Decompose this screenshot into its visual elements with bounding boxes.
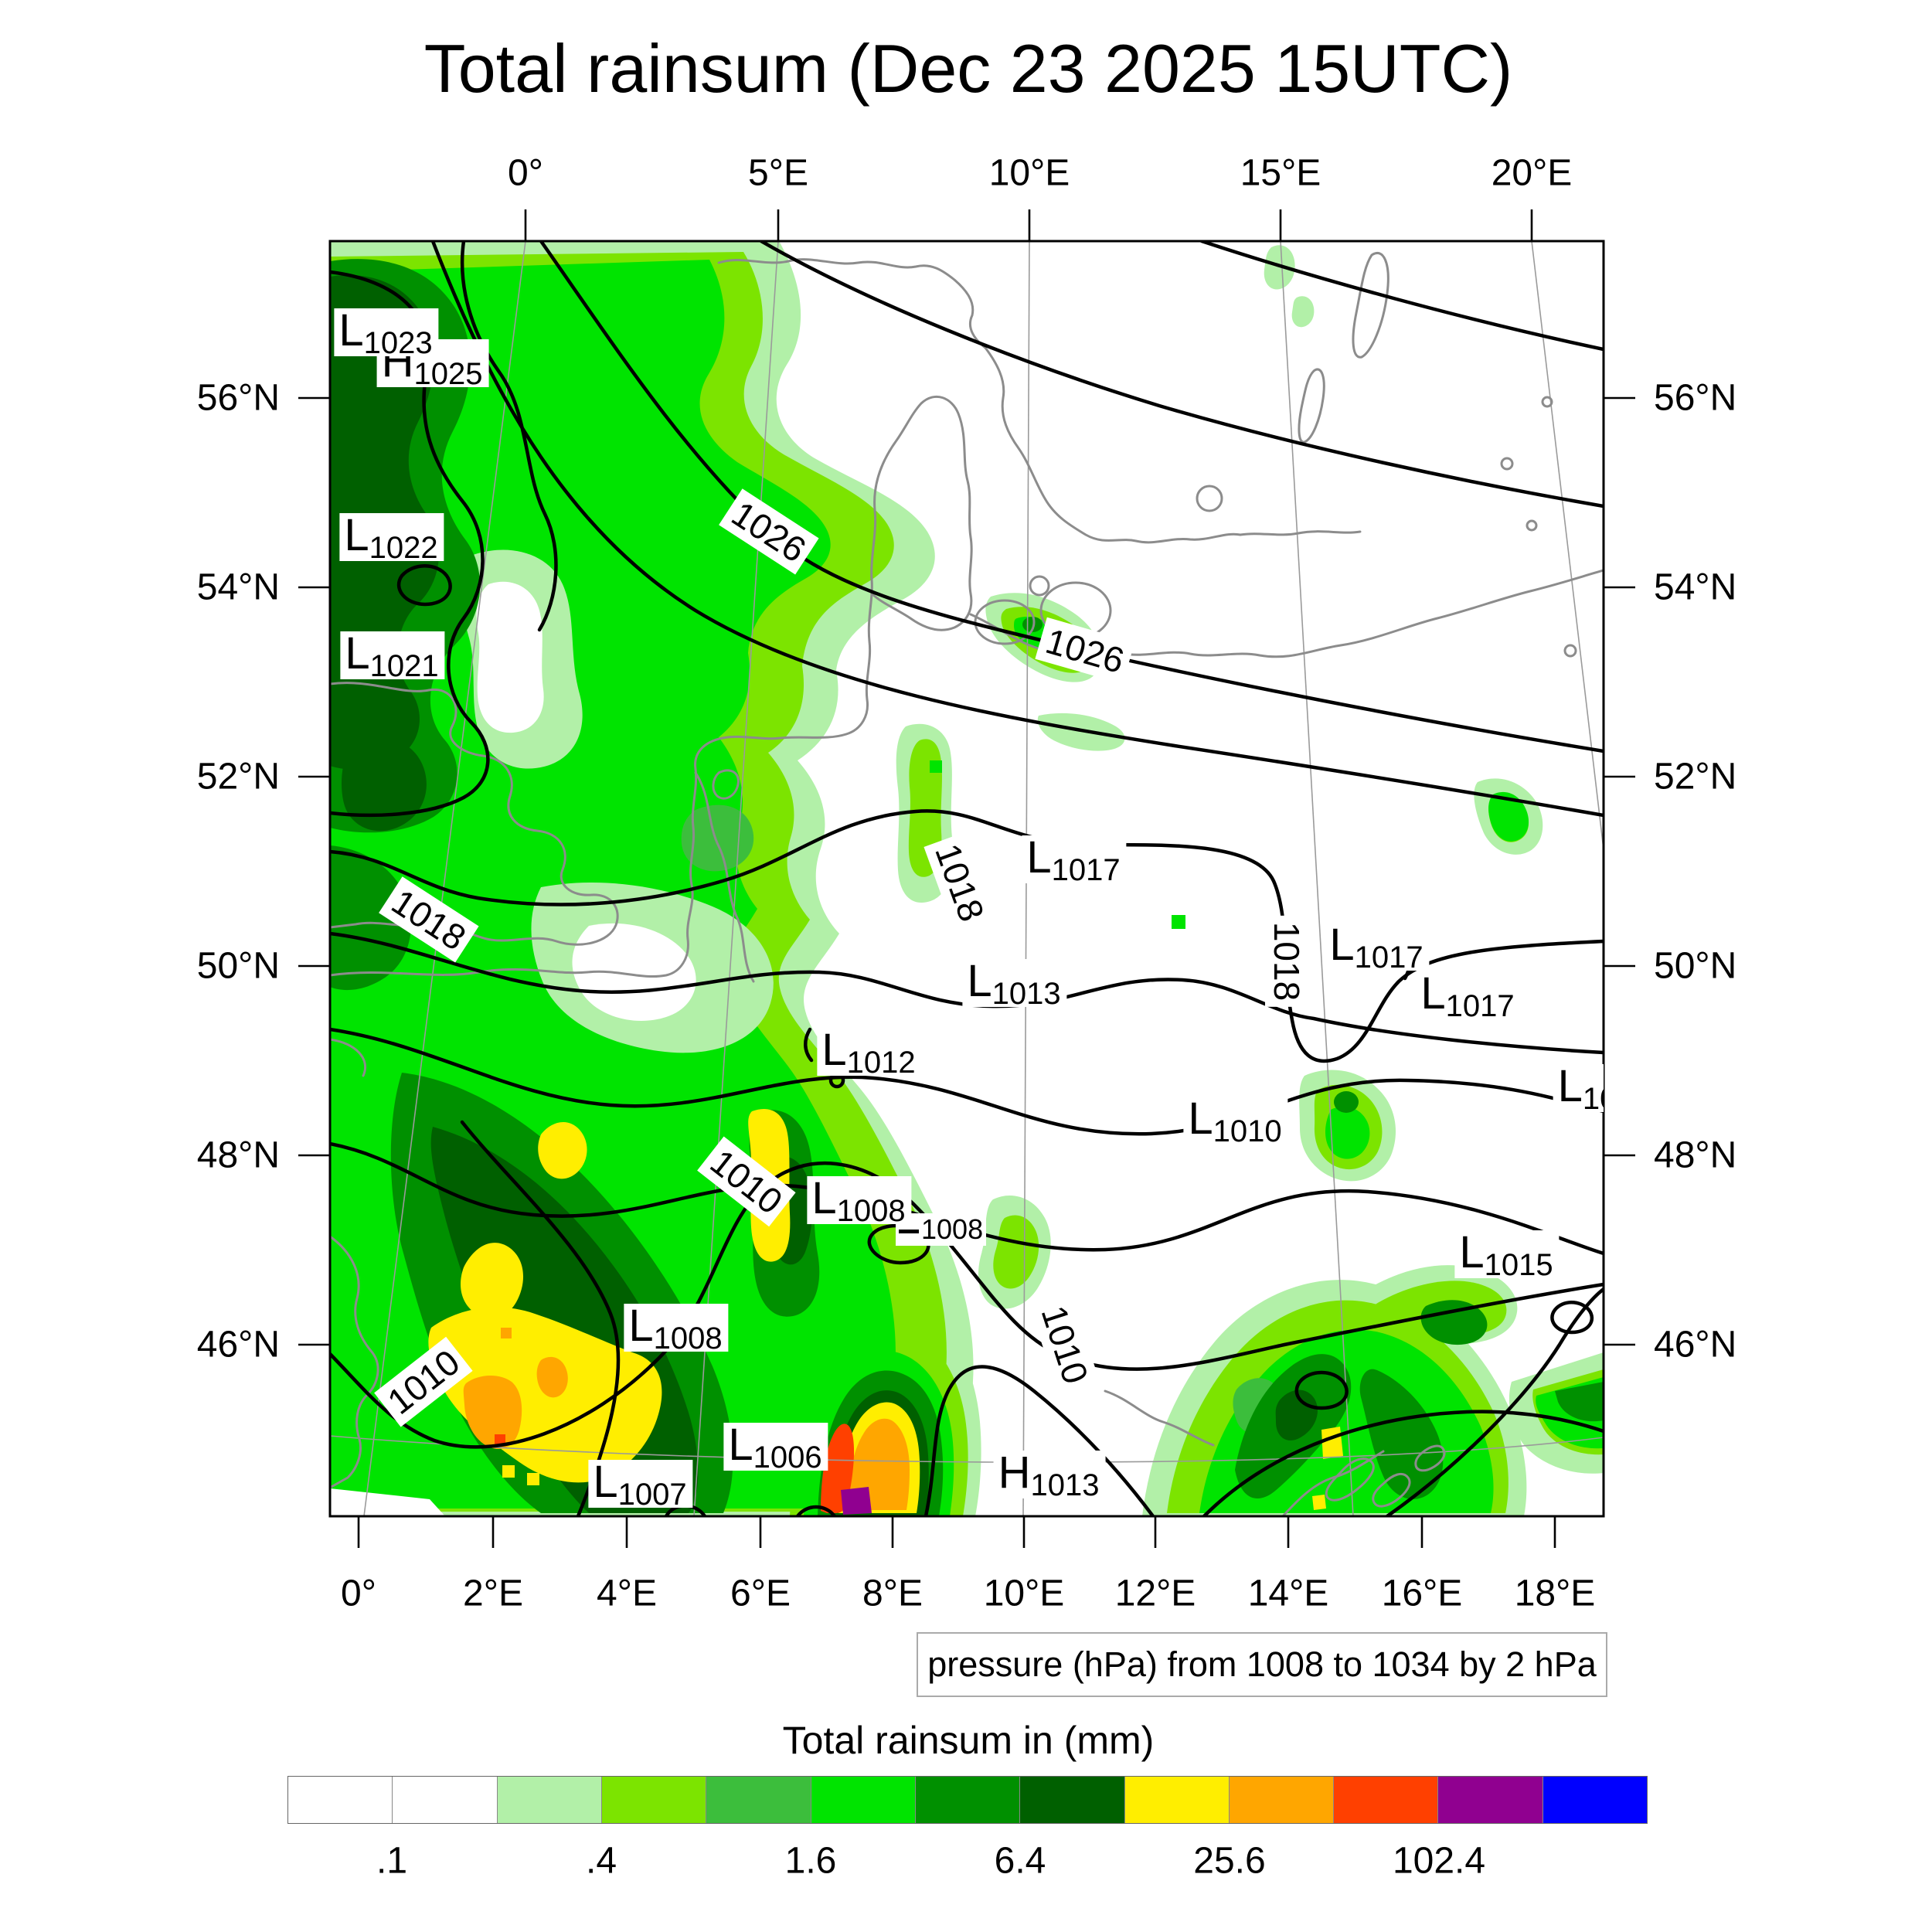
colorbar-cell (288, 1777, 393, 1823)
colorbar-tick-label: 6.4 (994, 1840, 1046, 1882)
bottom-axis-label: 4°E (597, 1573, 657, 1614)
low-marker: L1022 (339, 513, 444, 563)
bottom-axis-label: 14°E (1247, 1573, 1329, 1614)
bottom-axis-label: 0° (341, 1573, 376, 1614)
colorbar-cell (1334, 1777, 1439, 1823)
colorbar-cell (1438, 1777, 1543, 1823)
top-axis-label: 5°E (748, 152, 808, 194)
low-marker: L1010 (1183, 1097, 1288, 1147)
low-marker: L1008 (807, 1176, 912, 1226)
bottom-axis-label: 8°E (862, 1573, 923, 1614)
bottom-axis-label: 2°E (463, 1573, 523, 1614)
bottom-axis-label: 10°E (983, 1573, 1065, 1614)
low-marker: L1008 (624, 1304, 729, 1354)
colorbar-cell (706, 1777, 811, 1823)
pressure-legend: pressure (hPa) from 1008 to 1034 by 2 hP… (917, 1632, 1607, 1697)
bottom-axis-label: 16°E (1381, 1573, 1463, 1614)
bottom-axis-label: 6°E (730, 1573, 791, 1614)
colorbar-cell (915, 1777, 1021, 1823)
isobar-label: 1010 (697, 1136, 796, 1227)
colorbar-cell (1020, 1777, 1125, 1823)
right-axis-label: 48°N (1654, 1134, 1737, 1176)
right-axis-label: 54°N (1654, 566, 1737, 608)
colorbar-cell (1229, 1777, 1335, 1823)
map-label-overlay: 1026 1026 1018 1018 1018 1010 1010 1010 … (330, 241, 1604, 1516)
colorbar-cell (811, 1777, 916, 1823)
low-marker: L1006 (723, 1423, 828, 1473)
low-marker: L1013 (962, 959, 1067, 1009)
right-axis-label: 52°N (1654, 756, 1737, 798)
high-marker: H1013 (993, 1451, 1106, 1501)
top-axis-label: 15°E (1240, 152, 1321, 194)
colorbar-cell (393, 1777, 498, 1823)
left-axis-label: 54°N (196, 566, 280, 608)
axis-ticks (298, 209, 1635, 1548)
left-axis-label: 50°N (196, 945, 280, 987)
page-title: Total rainsum (Dec 23 2025 15UTC) (423, 30, 1513, 107)
colorbar-cell (497, 1777, 602, 1823)
low-marker: L1007 (588, 1460, 693, 1510)
low-marker: L1021 (340, 631, 445, 682)
map-frame (328, 240, 1605, 1518)
left-axis-label: 46°N (196, 1324, 280, 1366)
low-marker: L1015 (1454, 1230, 1560, 1281)
graticule (330, 241, 1604, 1516)
left-axis-label: 48°N (196, 1134, 280, 1176)
colorbar-title: Total rainsum in (mm) (782, 1719, 1155, 1762)
colorbar-tick-label: .4 (585, 1840, 617, 1882)
colorbar-cell (601, 1777, 707, 1823)
right-axis-label: 50°N (1654, 945, 1737, 987)
colorbar-cell (1543, 1777, 1648, 1823)
isobar-label: 1018 (923, 832, 996, 934)
low-marker-clipped: L10 (1553, 1064, 1604, 1114)
right-axis-label: 46°N (1654, 1324, 1737, 1366)
isobar-label: 1026 (1035, 617, 1135, 685)
isobar-label: 1010 (1030, 1294, 1100, 1395)
colorbar-tick-label: 25.6 (1193, 1840, 1266, 1882)
contour-tick-label: 1008 (896, 1213, 987, 1246)
colorbar-tick-label: 1.6 (784, 1840, 837, 1882)
top-axis-label: 20°E (1491, 152, 1573, 194)
low-marker: L1023 (334, 308, 439, 359)
low-marker: L1017 (1022, 835, 1127, 886)
colorbar (287, 1776, 1648, 1824)
low-marker: L1012 (817, 1028, 922, 1078)
isobar-label: 1026 (719, 488, 819, 575)
low-marker: L1017 (1416, 971, 1521, 1022)
top-axis-label: 10°E (988, 152, 1070, 194)
contour-tick-dash (899, 1229, 919, 1233)
isobar-label: 1018 (379, 876, 479, 963)
left-axis-label: 56°N (196, 377, 280, 419)
colorbar-cell (1124, 1777, 1230, 1823)
right-axis-label: 56°N (1654, 377, 1737, 419)
isobar-label: 1010 (374, 1336, 473, 1427)
colorbar-tick-label: 102.4 (1392, 1840, 1486, 1882)
left-axis-label: 52°N (196, 756, 280, 798)
coastlines (330, 252, 1604, 1516)
colorbar-tick-label: .1 (376, 1840, 408, 1882)
low-marker: L1017 (1325, 923, 1430, 973)
top-axis-label: 0° (508, 152, 543, 194)
bottom-axis-label: 12°E (1114, 1573, 1196, 1614)
isobar-label: 1018 (1265, 915, 1308, 1008)
bottom-axis-label: 18°E (1514, 1573, 1596, 1614)
